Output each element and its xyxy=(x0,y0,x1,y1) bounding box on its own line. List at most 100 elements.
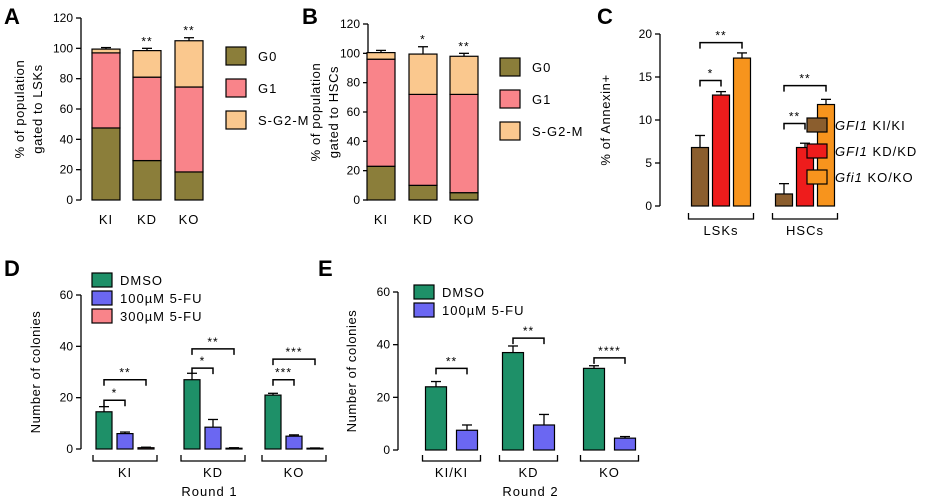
bar xyxy=(613,437,637,451)
legend-swatch xyxy=(91,290,113,306)
bar-segment xyxy=(449,93,479,194)
legend-label: G1 xyxy=(532,92,551,107)
significance-bracket xyxy=(699,41,743,49)
bar xyxy=(183,379,201,450)
panel-label: D xyxy=(4,256,20,281)
legend-label-italic: GFI1 xyxy=(835,144,868,159)
bar-segment xyxy=(174,86,204,173)
legend-label-italic: Gfi1 xyxy=(835,170,863,185)
legend-swatch xyxy=(499,89,521,109)
significance-label: ** xyxy=(141,34,152,48)
x-category-label: KI xyxy=(99,212,113,227)
y-tick-label: 60 xyxy=(377,285,391,299)
legend-label: DMSO xyxy=(120,273,163,288)
significance-bracket xyxy=(783,122,806,130)
bar-segment xyxy=(449,192,479,201)
significance-label: **** xyxy=(598,344,621,358)
significance-label: ** xyxy=(715,29,726,43)
y-tick-label: 0 xyxy=(353,193,360,207)
x-category-label: HSCs xyxy=(786,223,824,238)
bar-segment xyxy=(132,159,162,201)
bar xyxy=(690,146,710,207)
y-tick-label: 60 xyxy=(60,288,74,302)
bar xyxy=(582,367,606,451)
x-category-label: KO xyxy=(179,212,200,227)
panel-label: E xyxy=(318,256,333,281)
significance-bracket xyxy=(103,399,126,407)
y-tick-label: 120 xyxy=(53,11,73,25)
significance-bracket xyxy=(783,84,827,92)
significance-bracket xyxy=(272,358,316,366)
significance-label: * xyxy=(112,386,118,400)
legend-label: G0 xyxy=(532,60,551,75)
bar xyxy=(264,394,282,450)
legend-label: S-G2-M xyxy=(258,113,310,128)
y-tick-label: 0 xyxy=(66,193,73,207)
significance-label: ** xyxy=(446,354,457,368)
y-axis-label: gated to HSCs xyxy=(326,66,341,158)
bar-segment xyxy=(366,58,396,167)
y-axis-label: gated to LSKs xyxy=(30,64,45,153)
x-group-bracket xyxy=(92,455,158,462)
x-category-label: KI xyxy=(118,465,132,480)
y-tick-label: 120 xyxy=(340,17,360,31)
significance-bracket xyxy=(435,367,468,375)
bar xyxy=(137,447,155,450)
y-tick-label: 20 xyxy=(60,163,74,177)
legend-label: 100µM 5-FU xyxy=(120,291,203,306)
bar xyxy=(204,426,222,450)
x-group-bracket xyxy=(261,455,327,462)
significance-label: ** xyxy=(799,72,810,86)
legend-label: DMSO xyxy=(442,285,485,300)
significance-label: *** xyxy=(275,366,292,380)
y-tick-label: 20 xyxy=(347,164,361,178)
legend-label: GFI1 KI/KI xyxy=(835,118,906,133)
x-category-label: KI/KI xyxy=(435,465,468,480)
y-tick-label: 40 xyxy=(60,132,74,146)
x-group-bracket xyxy=(579,455,640,462)
x-category-label: KD xyxy=(203,465,223,480)
bar xyxy=(711,94,731,207)
y-axis-label: Number of colonies xyxy=(28,311,43,434)
y-axis-label: % of population xyxy=(12,60,27,159)
significance-label: ** xyxy=(183,24,194,38)
legend-swatch xyxy=(91,272,113,288)
x-category-label: LSKs xyxy=(703,223,738,238)
x-group-bracket xyxy=(687,213,755,220)
legend-label-italic: GFI1 xyxy=(835,118,868,133)
panel-A: A 0 20 40 60 80 100 120 % of population gated to … xyxy=(4,4,310,227)
panel-label: A xyxy=(4,4,20,29)
significance-bracket xyxy=(191,367,214,375)
y-tick-label: 100 xyxy=(340,46,360,60)
x-category-label: KD xyxy=(413,212,433,227)
bar-segment xyxy=(132,50,162,78)
significance-bracket xyxy=(512,337,545,345)
significance-label: ** xyxy=(207,335,218,349)
x-axis-label: Round 1 xyxy=(181,484,237,499)
bar-segment xyxy=(174,40,204,88)
bar xyxy=(774,193,794,207)
legend-label: G0 xyxy=(258,49,277,64)
y-tick-label: 40 xyxy=(377,338,391,352)
y-tick-label: 80 xyxy=(60,72,74,86)
legend-label: Gfi1 KO/KO xyxy=(835,170,914,185)
significance-bracket xyxy=(191,348,235,355)
panel-B: B 0 20 40 60 80 100 120 % of population gated to … xyxy=(302,4,583,227)
bar-segment xyxy=(449,55,479,96)
legend-swatch xyxy=(225,110,247,130)
legend-swatch xyxy=(225,46,247,66)
panel-label: B xyxy=(302,4,318,29)
legend-label-rest: KI/KI xyxy=(868,118,906,133)
y-tick-label: 60 xyxy=(347,105,361,119)
significance-bracket xyxy=(103,378,147,386)
panel-label: C xyxy=(597,4,613,29)
significance-bracket xyxy=(272,378,295,386)
bar xyxy=(532,424,556,451)
y-tick-label: 60 xyxy=(60,102,74,116)
significance-bracket xyxy=(593,357,626,364)
legend-label-rest: KD/KD xyxy=(868,144,917,159)
x-category-label: KO xyxy=(284,465,305,480)
y-tick-label: 5 xyxy=(645,156,652,170)
